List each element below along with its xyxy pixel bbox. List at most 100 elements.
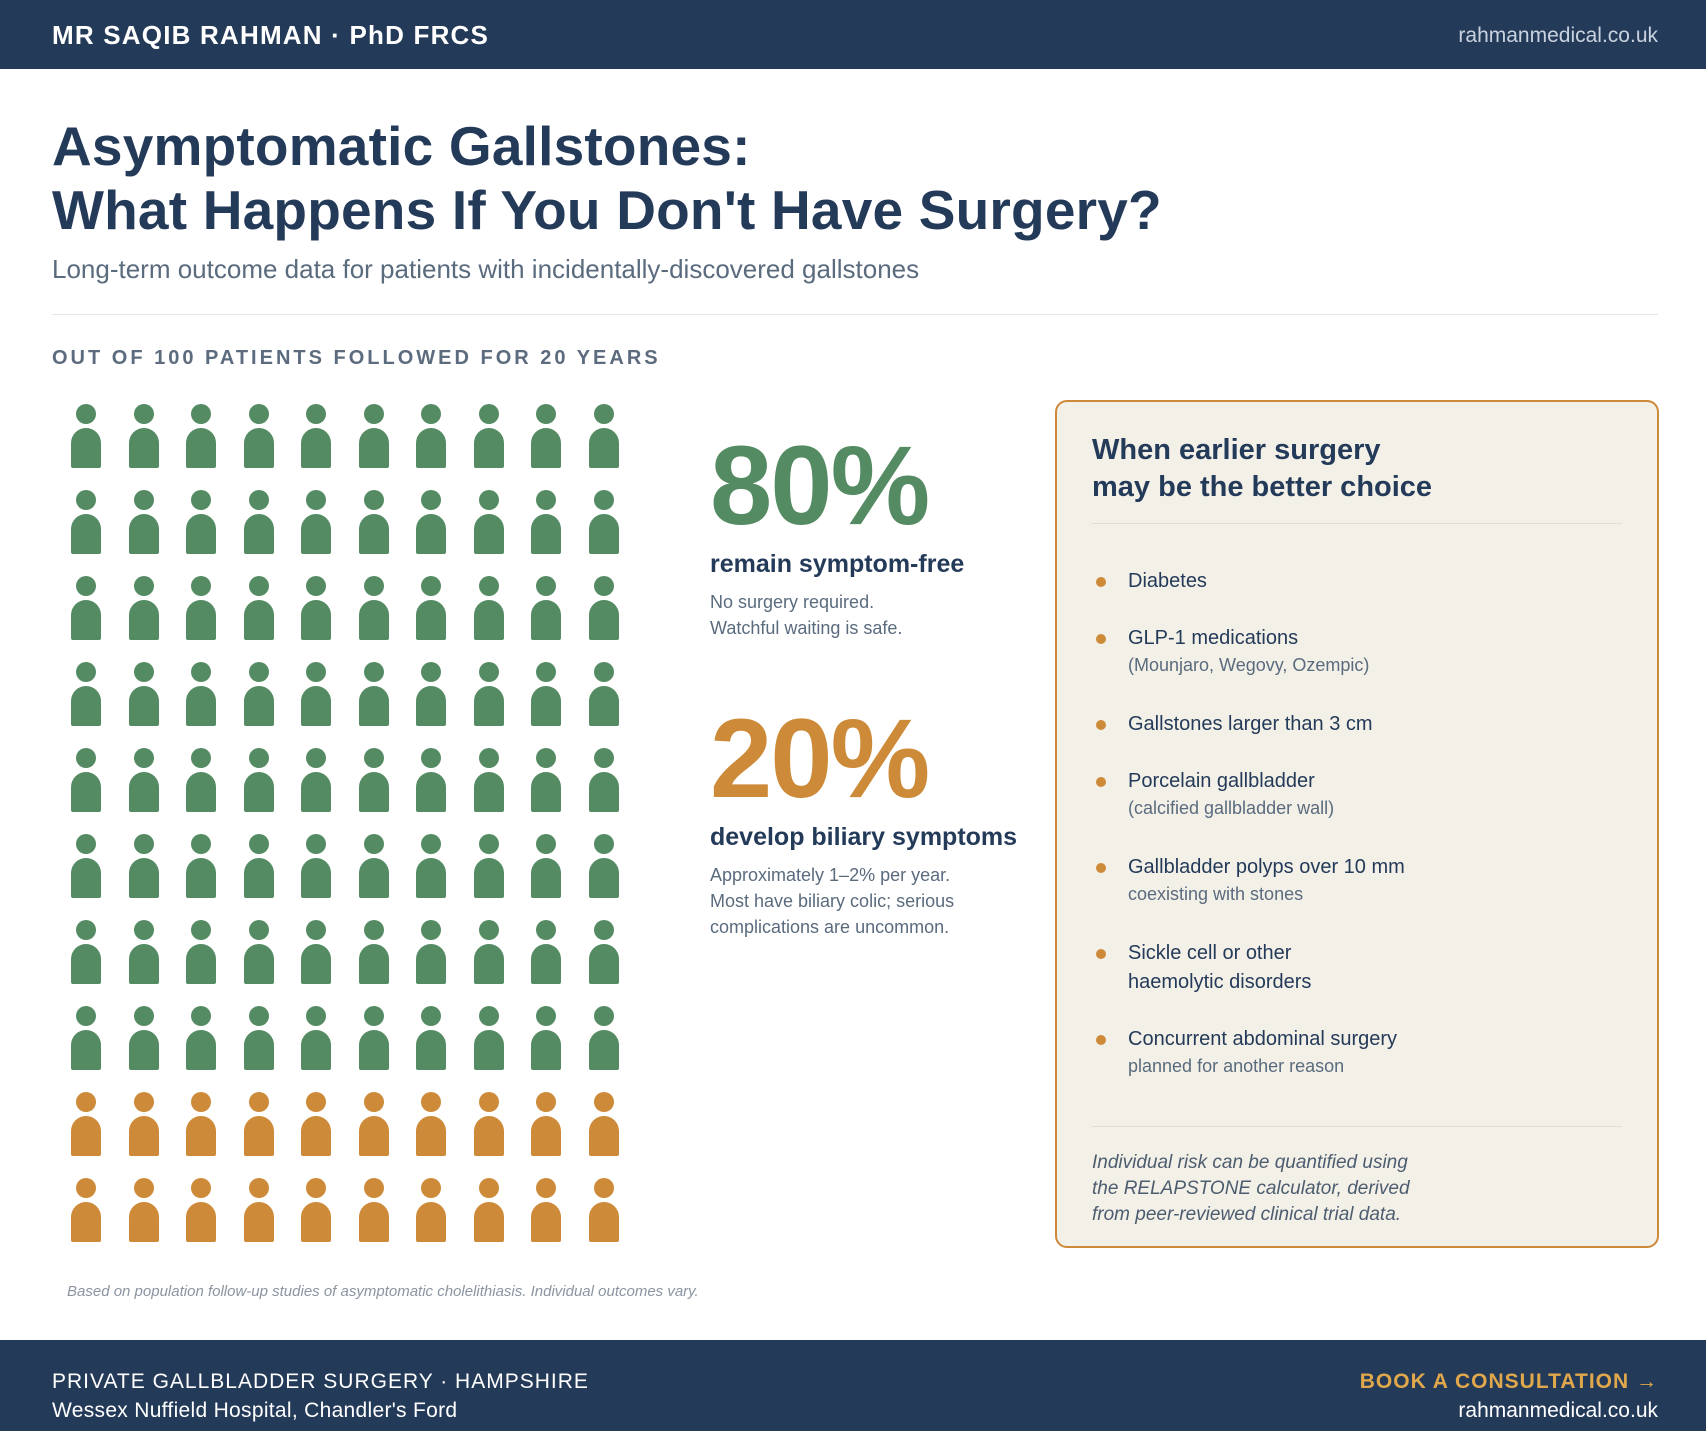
person-body	[186, 1116, 216, 1156]
person-head	[478, 748, 499, 768]
person-head	[421, 1178, 441, 1198]
person-head	[133, 404, 154, 424]
person-icon	[126, 748, 162, 814]
person-icon	[241, 662, 277, 728]
person-head	[363, 576, 384, 596]
person-head	[248, 1178, 269, 1198]
person-head	[133, 920, 154, 940]
footer-website-link[interactable]: rahmanmedical.co.uk	[1458, 1399, 1658, 1422]
person-icon	[586, 1178, 622, 1244]
person-icon	[586, 834, 622, 900]
person-icon	[183, 490, 219, 556]
person-body	[358, 428, 389, 468]
person-icon	[126, 1178, 162, 1244]
person-head	[478, 490, 499, 510]
person-body	[473, 858, 504, 898]
person-head	[76, 1092, 96, 1112]
person-body	[358, 1202, 389, 1242]
person-head	[248, 834, 269, 854]
person-head	[76, 1178, 96, 1198]
list-item-label-continued: haemolytic disorders	[1128, 971, 1312, 993]
footer-location: Wessex Nuffield Hospital, Chandler's For…	[52, 1399, 458, 1422]
person-head	[76, 920, 96, 940]
person-body	[473, 1030, 504, 1070]
person-head	[191, 1006, 211, 1026]
person-icon	[528, 1006, 564, 1072]
person-body	[243, 514, 274, 554]
person-body	[301, 944, 331, 984]
book-consultation-link[interactable]: BOOK A CONSULTATION →	[1359, 1370, 1658, 1393]
list-item-label: Sickle cell or other	[1128, 942, 1292, 964]
person-icon	[471, 404, 507, 470]
person-body	[71, 772, 101, 812]
panel-divider	[1092, 523, 1622, 524]
person-body	[128, 772, 159, 812]
bullet-dot-icon	[1096, 634, 1106, 644]
person-body	[416, 686, 446, 726]
person-body	[128, 1030, 159, 1070]
person-icon	[356, 1006, 392, 1072]
person-body	[473, 428, 504, 468]
stat-description-line: Most have biliary colic; serious	[710, 891, 955, 911]
person-body	[416, 858, 446, 898]
person-icon	[356, 1092, 392, 1158]
person-head	[133, 834, 154, 854]
person-head	[363, 404, 384, 424]
person-head	[306, 1092, 326, 1112]
person-head	[363, 1092, 384, 1112]
person-icon	[356, 920, 392, 986]
panel-title-line-1: When earlier surgery	[1092, 434, 1381, 466]
person-body	[71, 1202, 101, 1242]
stat-description-line: Watchful waiting is safe.	[710, 618, 903, 638]
bullet-dot-icon	[1096, 863, 1106, 873]
person-body	[71, 858, 101, 898]
person-icon	[68, 920, 104, 986]
person-icon	[356, 662, 392, 728]
person-head	[536, 834, 556, 854]
person-head	[478, 1006, 499, 1026]
person-body	[128, 686, 159, 726]
person-body	[243, 600, 274, 640]
person-icon	[528, 576, 564, 642]
person-head	[593, 748, 614, 768]
person-icon	[471, 576, 507, 642]
person-icon	[586, 920, 622, 986]
person-head	[76, 834, 96, 854]
person-body	[531, 1202, 561, 1242]
person-icon	[528, 920, 564, 986]
person-head	[478, 576, 499, 596]
person-head	[306, 920, 326, 940]
person-head	[593, 834, 614, 854]
person-head	[421, 748, 441, 768]
person-head	[191, 748, 211, 768]
person-body	[301, 514, 331, 554]
person-body	[531, 686, 561, 726]
person-head	[306, 576, 326, 596]
person-icon	[413, 1178, 449, 1244]
person-body	[531, 1030, 561, 1070]
list-item-label: GLP-1 medications	[1128, 627, 1299, 649]
person-icon	[183, 920, 219, 986]
person-icon	[528, 404, 564, 470]
person-icon	[298, 1006, 334, 1072]
person-body	[588, 1030, 619, 1070]
person-icon	[126, 834, 162, 900]
header-website-link[interactable]: rahmanmedical.co.uk	[1458, 24, 1658, 47]
person-icon	[471, 748, 507, 814]
header-divider	[52, 314, 1658, 315]
person-body	[186, 1030, 216, 1070]
bullet-dot-icon	[1096, 720, 1106, 730]
person-head	[421, 1006, 441, 1026]
person-body	[128, 600, 159, 640]
person-head	[593, 920, 614, 940]
person-icon	[68, 1092, 104, 1158]
person-body	[358, 858, 389, 898]
person-body	[243, 944, 274, 984]
person-head	[421, 576, 441, 596]
person-icon	[126, 1006, 162, 1072]
person-head	[363, 662, 384, 682]
person-icon	[241, 1006, 277, 1072]
person-body	[71, 514, 101, 554]
person-icon	[413, 576, 449, 642]
person-icon	[586, 662, 622, 728]
